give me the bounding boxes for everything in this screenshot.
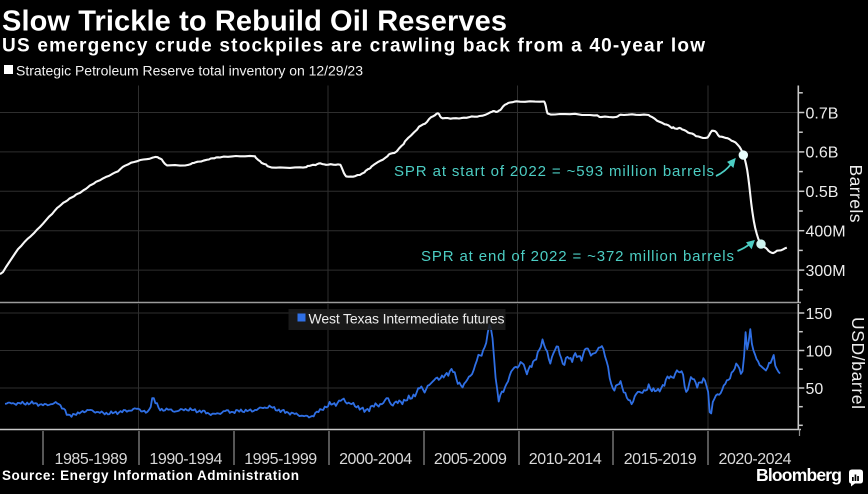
svg-text:2000-2004: 2000-2004 bbox=[339, 451, 412, 468]
svg-text:2010-2014: 2010-2014 bbox=[529, 451, 602, 468]
svg-text:100: 100 bbox=[806, 343, 833, 360]
svg-text:Slow Trickle to Rebuild Oil Re: Slow Trickle to Rebuild Oil Reserves bbox=[2, 6, 507, 38]
svg-text:1990-1994: 1990-1994 bbox=[149, 451, 222, 468]
svg-text:50: 50 bbox=[806, 381, 824, 398]
svg-text:2005-2009: 2005-2009 bbox=[434, 451, 507, 468]
svg-text:1995-1999: 1995-1999 bbox=[244, 451, 317, 468]
svg-text:Strategic Petroleum Reserve to: Strategic Petroleum Reserve total invent… bbox=[16, 63, 363, 79]
svg-text:Source: Energy Information Adm: Source: Energy Information Administratio… bbox=[2, 468, 299, 483]
svg-text:SPR at end of 2022 = ~372 mill: SPR at end of 2022 = ~372 million barrel… bbox=[421, 248, 734, 265]
svg-text:Bloomberg: Bloomberg bbox=[756, 465, 842, 485]
svg-text:150: 150 bbox=[806, 306, 833, 323]
svg-text:0.6B: 0.6B bbox=[806, 145, 839, 162]
svg-text:2020-2024: 2020-2024 bbox=[719, 451, 792, 468]
svg-text:400M: 400M bbox=[806, 224, 846, 241]
svg-text:US emergency crude stockpiles: US emergency crude stockpiles are crawli… bbox=[2, 36, 705, 57]
svg-text:1985-1989: 1985-1989 bbox=[55, 451, 128, 468]
svg-text:Barrels: Barrels bbox=[846, 165, 866, 223]
svg-text:300M: 300M bbox=[806, 263, 846, 280]
svg-text:2015-2019: 2015-2019 bbox=[624, 451, 697, 468]
svg-text:SPR at start of 2022 = ~593 mi: SPR at start of 2022 = ~593 million barr… bbox=[394, 163, 714, 180]
svg-text:0.7B: 0.7B bbox=[806, 105, 839, 122]
svg-text:USD/barrel: USD/barrel bbox=[848, 317, 868, 409]
svg-text:0.5B: 0.5B bbox=[806, 184, 839, 201]
svg-text:West Texas Intermediate future: West Texas Intermediate futures bbox=[309, 311, 505, 327]
